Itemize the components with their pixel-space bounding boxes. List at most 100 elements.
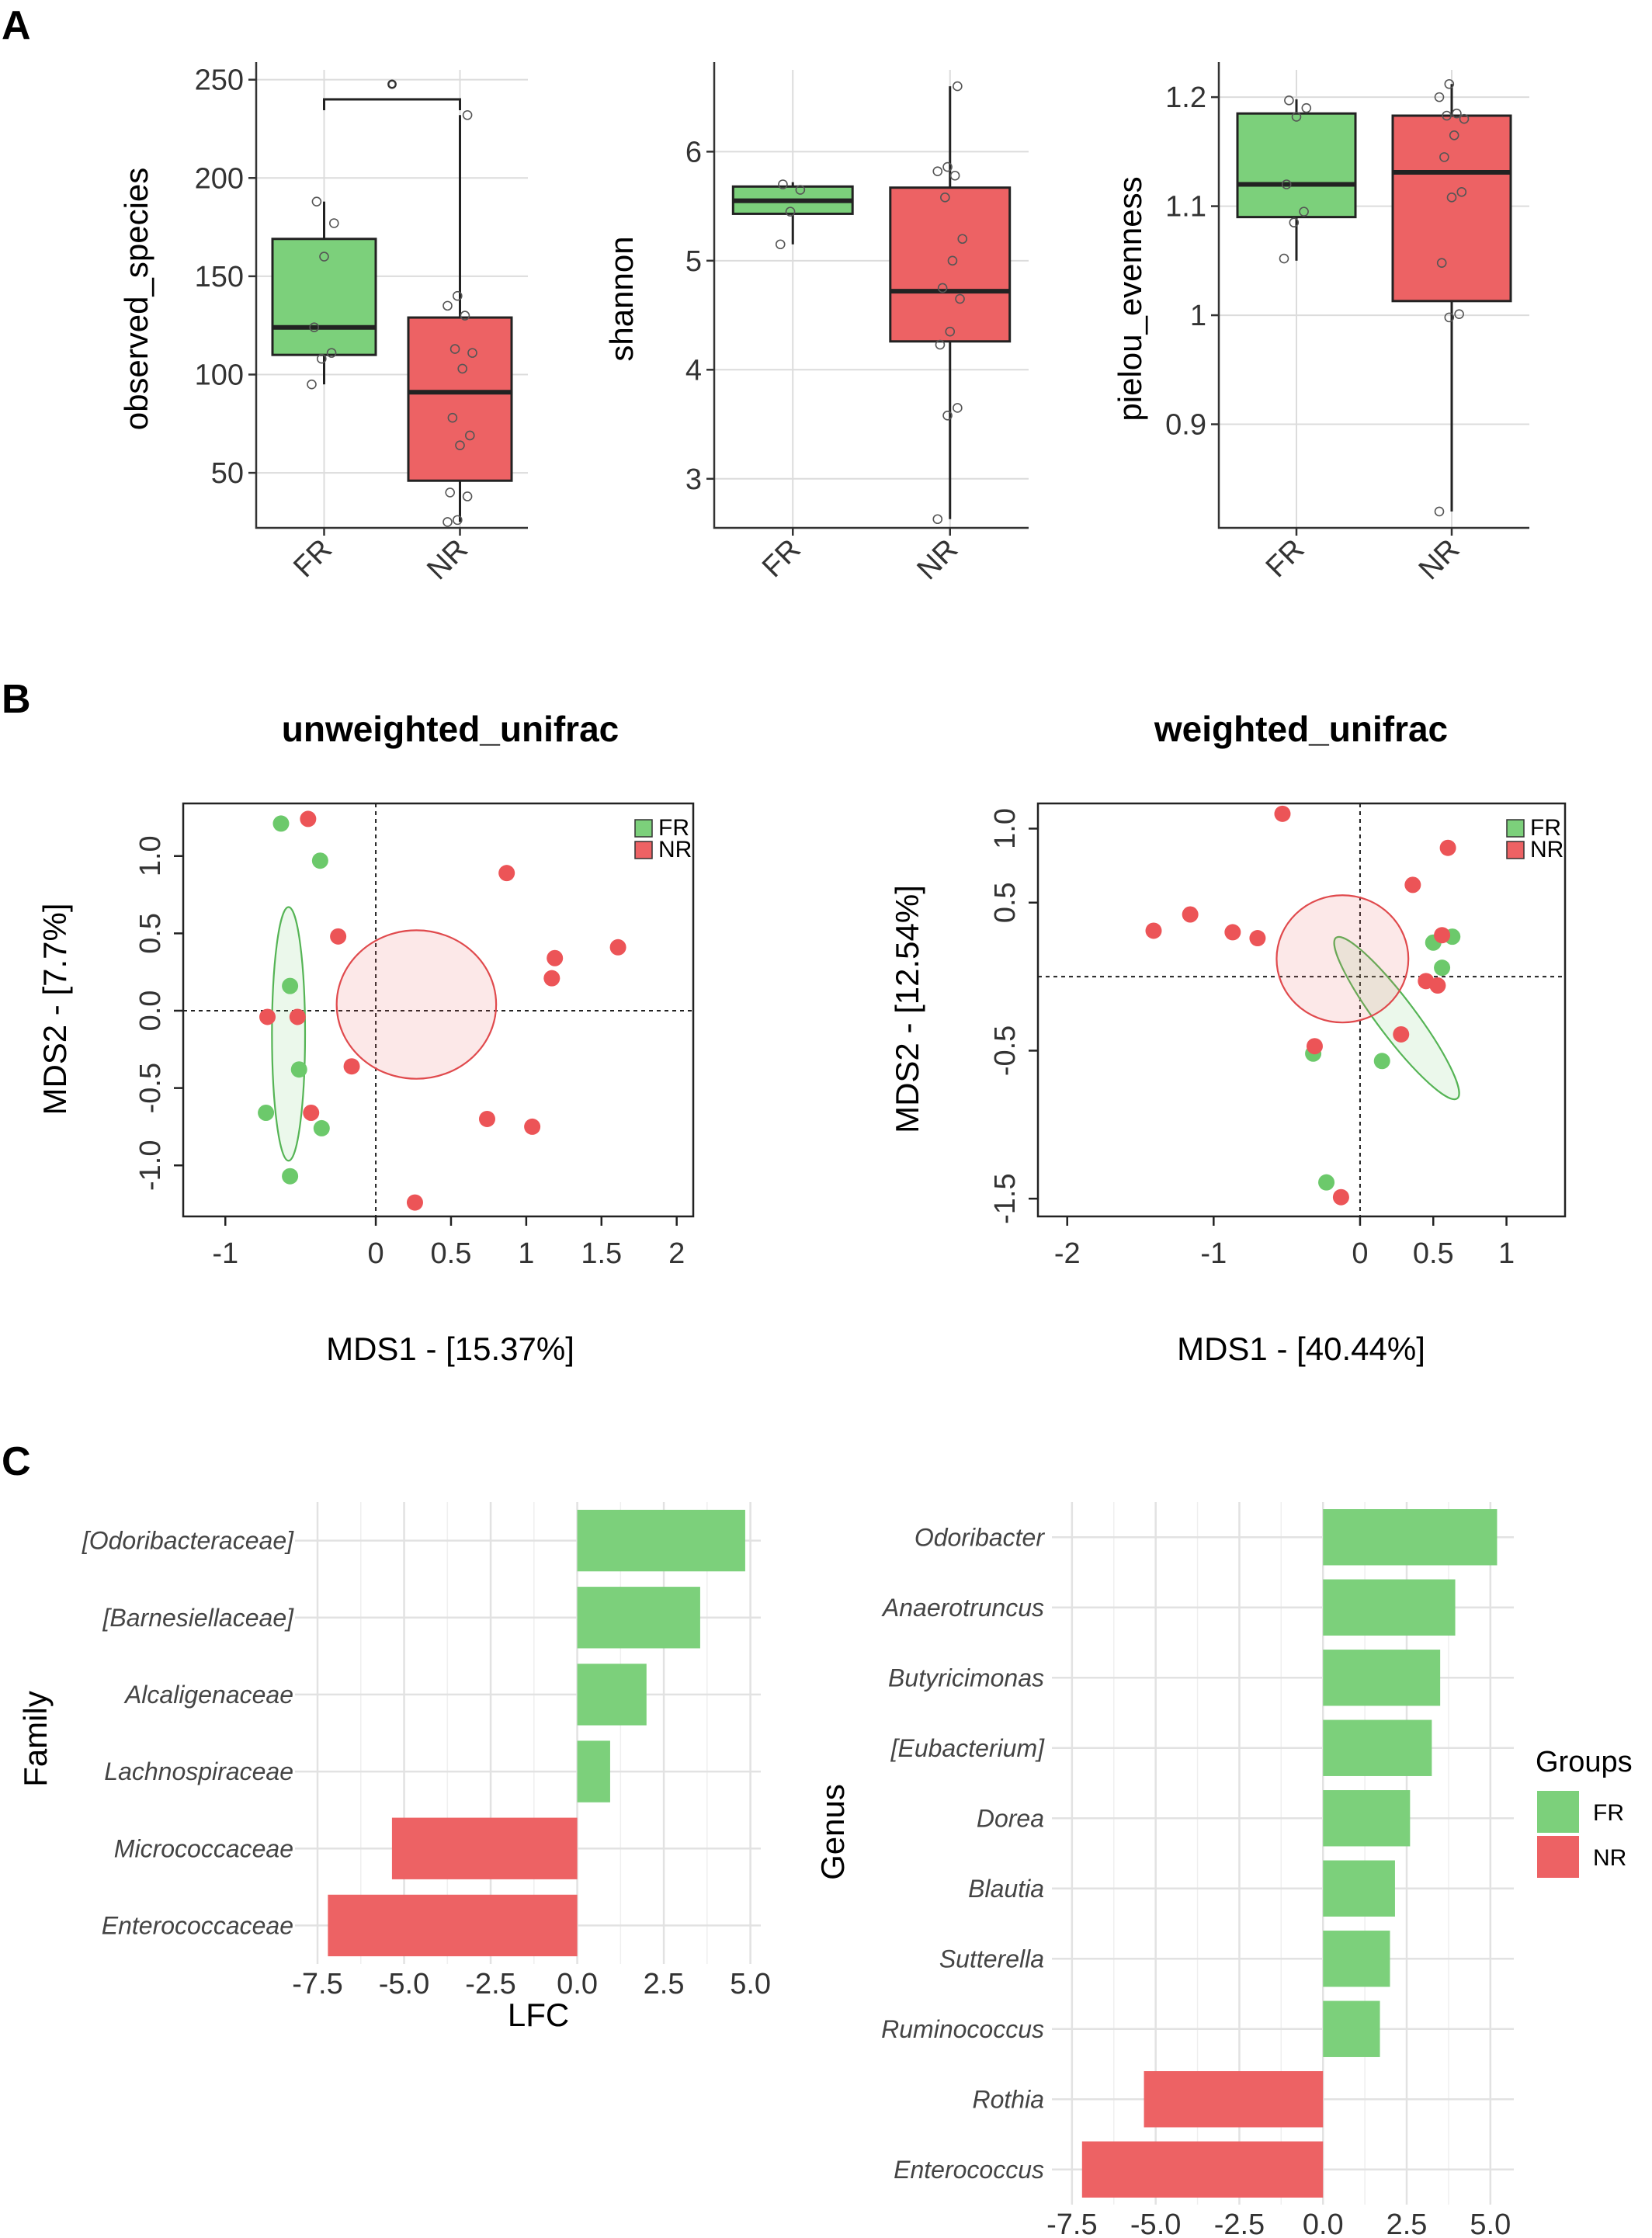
point-nr <box>330 928 347 945</box>
chart-title: unweighted_unifrac <box>282 709 619 749</box>
bar-fr <box>1323 1931 1390 1987</box>
y-tick-label: 0.5 <box>989 882 1022 923</box>
box-nr <box>407 316 513 482</box>
data-point <box>949 170 960 181</box>
bar-fr <box>577 1587 700 1649</box>
x-tick-label: -5.0 <box>1130 2209 1181 2238</box>
y-axis-title: Genus <box>814 1784 851 1880</box>
panel-letter-c: C <box>2 1439 31 1484</box>
x-tick-label: -5.0 <box>379 1968 429 2000</box>
data-point <box>467 348 477 358</box>
data-point <box>1449 130 1459 141</box>
y-axis-title: MDS2 - [7.7%] <box>36 903 73 1115</box>
data-point <box>785 206 796 217</box>
point-fr <box>1434 959 1451 977</box>
y-axis-title: pielou_evenness <box>1112 176 1148 421</box>
data-point <box>328 218 339 228</box>
x-tick-label: -1 <box>1200 1237 1227 1270</box>
bar-fr <box>1323 1719 1432 1776</box>
data-point <box>462 109 473 120</box>
panel-letter-a: A <box>2 3 31 48</box>
bar-fr <box>577 1664 647 1726</box>
x-tick-label: FR <box>756 533 807 585</box>
data-point <box>455 440 465 450</box>
data-point <box>795 185 806 195</box>
bar-nr <box>1144 2071 1324 2128</box>
genus-lfc-barchart: Odoribacter Anaerotruncus Butyricimonas [Eu… <box>814 1502 1633 2238</box>
point-nr <box>1332 1188 1349 1206</box>
legend-swatch-nr <box>1537 1836 1579 1878</box>
x-tick-label: FR <box>1260 533 1311 585</box>
point-fr <box>282 1168 299 1185</box>
category-label: Blautia <box>968 1875 1044 1903</box>
legend-swatch-nr <box>634 841 653 859</box>
category-label: Odoribacter <box>914 1523 1046 1551</box>
data-point <box>947 255 958 266</box>
x-tick-label: 1 <box>1498 1237 1515 1270</box>
point-nr <box>1224 924 1241 941</box>
x-tick-label: -1 <box>212 1237 238 1270</box>
x-tick-label: 2 <box>668 1237 685 1270</box>
data-point <box>1444 78 1455 89</box>
x-tick-label: -2 <box>1054 1237 1081 1270</box>
significance-bracket <box>323 98 461 110</box>
point-nr <box>1434 927 1451 944</box>
confidence-ellipse-fr <box>1333 935 1460 1101</box>
data-point <box>932 166 943 176</box>
data-point <box>1452 108 1462 119</box>
y-tick-label: 6 <box>685 136 702 168</box>
point-nr <box>300 810 317 828</box>
point-fr <box>313 1119 330 1136</box>
y-tick-label: 5 <box>685 245 702 278</box>
y-axis-title: shannon <box>603 236 640 361</box>
data-point <box>445 488 456 498</box>
y-axis-title: observed_species <box>118 168 154 431</box>
family-lfc-barchart: [Odoribacteraceae] [Barnesiellaceae] Alcal… <box>17 1502 771 2033</box>
y-tick-label: 0.5 <box>134 913 167 954</box>
data-point <box>1284 95 1294 106</box>
category-label: Rothia <box>973 2085 1045 2113</box>
significance-marker: ∘ <box>383 68 401 100</box>
data-point <box>326 348 337 358</box>
legend-label-nr: NR <box>1530 837 1564 862</box>
x-tick-label: 5.0 <box>1470 2209 1511 2238</box>
data-point <box>955 293 965 304</box>
point-nr <box>1429 977 1446 994</box>
axis-line <box>713 62 1029 529</box>
point-nr <box>289 1008 306 1025</box>
x-tick-label: 1.5 <box>581 1237 622 1270</box>
x-tick-label: NR <box>1413 533 1466 587</box>
data-point <box>307 379 317 390</box>
point-nr <box>609 939 626 956</box>
data-point <box>1289 217 1300 227</box>
legend-label-fr: FR <box>1530 815 1561 841</box>
data-point <box>316 353 327 364</box>
point-nr <box>478 1110 495 1127</box>
data-point <box>449 344 460 354</box>
data-point <box>1434 92 1445 102</box>
data-point <box>452 515 463 526</box>
data-point <box>953 81 963 92</box>
point-fr <box>1373 1053 1390 1070</box>
point-fr <box>272 815 290 832</box>
data-point <box>1439 152 1449 162</box>
y-tick-label: -1.5 <box>989 1173 1022 1223</box>
data-point <box>457 363 468 374</box>
y-tick-label: 4 <box>685 354 702 387</box>
y-axis-title: MDS2 - [12.54%] <box>889 885 925 1133</box>
box-fr <box>1236 112 1357 219</box>
data-point <box>1459 113 1470 124</box>
x-axis-title: LFC <box>508 1997 569 2033</box>
data-point <box>460 311 470 321</box>
data-point <box>1434 506 1445 517</box>
data-point <box>932 514 943 525</box>
data-point <box>937 283 948 293</box>
point-nr <box>1393 1025 1410 1043</box>
y-tick-label: 200 <box>195 162 244 195</box>
axis-line <box>255 62 528 529</box>
data-point <box>1456 187 1467 197</box>
data-point <box>1281 179 1292 189</box>
data-point <box>778 179 788 189</box>
category-label: Ruminococcus <box>881 2015 1044 2043</box>
